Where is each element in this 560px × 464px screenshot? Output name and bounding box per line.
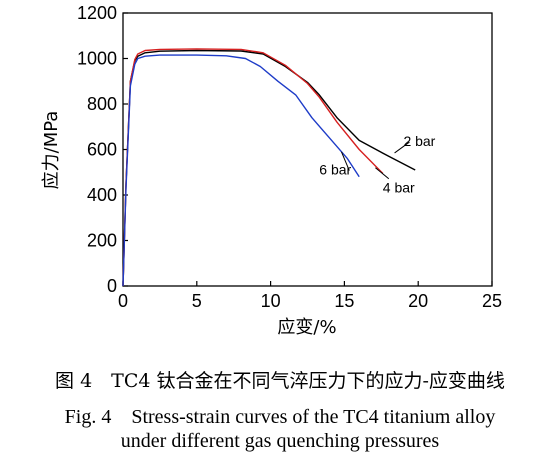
figure-caption-english-line-1: Fig. 4 Stress-strain curves of the TC4 t… bbox=[64, 406, 496, 428]
y-tick-label: 0 bbox=[107, 276, 117, 296]
series-line-4-bar bbox=[122, 48, 384, 287]
x-tick-label: 5 bbox=[192, 291, 202, 311]
series-line-2-bar bbox=[122, 49, 416, 287]
series-labels: 2 bar 4 bar 6 bar bbox=[319, 133, 435, 196]
series-label: 6 bar bbox=[319, 162, 351, 178]
x-tick-label: 0 bbox=[118, 291, 128, 311]
y-axis-title: 应力/MPa bbox=[41, 111, 62, 190]
y-tick-label: 200 bbox=[87, 231, 117, 251]
series-label: 2 bar bbox=[403, 133, 435, 149]
x-axis-title: 应变/% bbox=[277, 317, 336, 338]
x-tick-label: 10 bbox=[261, 291, 281, 311]
series-line-6-bar bbox=[122, 54, 360, 287]
y-tick-label: 1000 bbox=[77, 49, 117, 69]
axis-ticks: 0 5 10 15 20 25 0 200 400 600 800 1000 1200 bbox=[77, 3, 502, 311]
x-tick-label: 15 bbox=[334, 291, 354, 311]
plot-border bbox=[122, 12, 493, 287]
figure-caption-chinese: 图 4 TC4 钛合金在不同气淬压力下的应力-应变曲线 bbox=[55, 370, 505, 392]
y-tick-label: 1200 bbox=[77, 3, 117, 23]
series-label-leader bbox=[394, 141, 410, 154]
y-tick-label: 800 bbox=[87, 94, 117, 114]
figure-caption-english-line-2: under different gas quenching pressures bbox=[120, 430, 440, 452]
y-tick-label: 600 bbox=[87, 140, 117, 160]
series-label-leader bbox=[340, 151, 350, 171]
y-tick-label: 400 bbox=[87, 185, 117, 205]
plot-frame bbox=[122, 12, 493, 287]
stress-strain-chart: 0 5 10 15 20 25 0 200 400 600 800 1000 1200 2 bar 4 b… bbox=[41, 3, 502, 338]
x-tick-label: 20 bbox=[408, 291, 428, 311]
series-label-leader bbox=[375, 167, 390, 180]
series-lines bbox=[122, 48, 416, 287]
series-label: 4 bar bbox=[383, 180, 415, 196]
x-tick-label: 25 bbox=[482, 291, 502, 311]
